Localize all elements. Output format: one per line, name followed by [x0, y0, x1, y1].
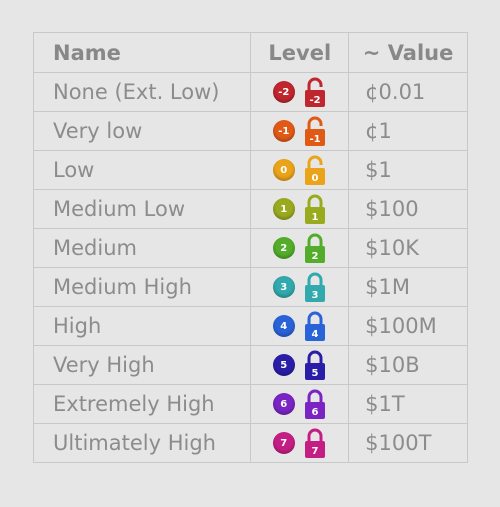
locked-padlock-icon: 4 — [303, 310, 327, 342]
unlocked-padlock-icon: -2 — [303, 76, 327, 108]
header-row: Name Level ~ Value — [32, 32, 468, 73]
header-level: Level — [250, 32, 350, 73]
approx-value: $10B — [348, 345, 468, 385]
level-name: Very low — [32, 111, 252, 151]
approx-value: $1T — [348, 384, 468, 424]
padlock-level-label: 0 — [311, 173, 318, 184]
locked-padlock-icon: 2 — [303, 232, 327, 264]
table-row: Extremely High 6 6 $1T — [32, 384, 468, 424]
level-name: Ultimately High — [32, 423, 252, 463]
padlock-level-label: 2 — [311, 251, 318, 262]
padlock-level-label: 3 — [311, 290, 318, 301]
padlock-level-label: 6 — [311, 407, 318, 418]
approx-value: $10K — [348, 228, 468, 268]
level-badge: 2 — [272, 237, 295, 259]
level-name: Medium High — [32, 267, 252, 307]
padlock-level-label: 1 — [311, 212, 318, 223]
approx-value: $100M — [348, 306, 468, 346]
level-badge: 7 — [272, 432, 295, 454]
level-badge: 5 — [272, 354, 295, 376]
level-name: Medium — [32, 228, 252, 268]
padlock-level-label: 5 — [311, 368, 318, 379]
level-badge: -1 — [272, 120, 295, 142]
padlock-level-label: -2 — [309, 95, 320, 106]
security-level-table-container: Name Level ~ Value None (Ext. Low) -2 -2 ¢0… — [32, 32, 468, 463]
level-badge: -2 — [272, 81, 295, 103]
level-name: Medium Low — [32, 189, 252, 229]
level-badge: 6 — [272, 393, 295, 415]
table-row: Ultimately High 7 7 $100T — [32, 423, 468, 463]
padlock-level-label: -1 — [309, 134, 320, 145]
level-badge: 3 — [272, 276, 295, 298]
locked-padlock-icon: 5 — [303, 349, 327, 381]
level-name: Low — [32, 150, 252, 190]
approx-value: $1M — [348, 267, 468, 307]
locked-padlock-icon: 7 — [303, 427, 327, 459]
table-row: Medium High 3 3 $1M — [32, 267, 468, 307]
padlock-level-label: 7 — [311, 446, 318, 457]
locked-padlock-icon: 6 — [303, 388, 327, 420]
level-badge: 1 — [272, 198, 295, 220]
table-row: Very High 5 5 $10B — [32, 345, 468, 385]
level-name: High — [32, 306, 252, 346]
header-name: Name — [32, 32, 252, 73]
unlocked-padlock-icon: -1 — [303, 115, 327, 147]
approx-value: $100T — [348, 423, 468, 463]
table-row: Medium Low 1 1 $100 — [32, 189, 468, 229]
level-name: Extremely High — [32, 384, 252, 424]
approx-value: ¢0.01 — [348, 72, 468, 112]
level-badge: 0 — [272, 159, 295, 181]
locked-padlock-icon: 1 — [303, 193, 327, 225]
security-level-table: Name Level ~ Value None (Ext. Low) -2 -2 ¢0… — [32, 32, 468, 463]
unlocked-padlock-icon: 0 — [303, 154, 327, 186]
level-name: None (Ext. Low) — [32, 72, 252, 112]
table-row: Low 0 0 $1 — [32, 150, 468, 190]
header-value: ~ Value — [348, 32, 468, 73]
approx-value: ¢1 — [348, 111, 468, 151]
table-row: None (Ext. Low) -2 -2 ¢0.01 — [32, 72, 468, 112]
approx-value: $1 — [348, 150, 468, 190]
level-badge: 4 — [272, 315, 295, 337]
approx-value: $100 — [348, 189, 468, 229]
table-row: High 4 4 $100M — [32, 306, 468, 346]
locked-padlock-icon: 3 — [303, 271, 327, 303]
padlock-level-label: 4 — [311, 329, 318, 340]
level-indicator-cell: -2 -2 — [250, 72, 350, 112]
level-indicator-cell: -1 -1 — [250, 111, 350, 151]
table-row: Medium 2 2 $10K — [32, 228, 468, 268]
table-row: Very low -1 -1 ¢1 — [32, 111, 468, 151]
level-name: Very High — [32, 345, 252, 385]
